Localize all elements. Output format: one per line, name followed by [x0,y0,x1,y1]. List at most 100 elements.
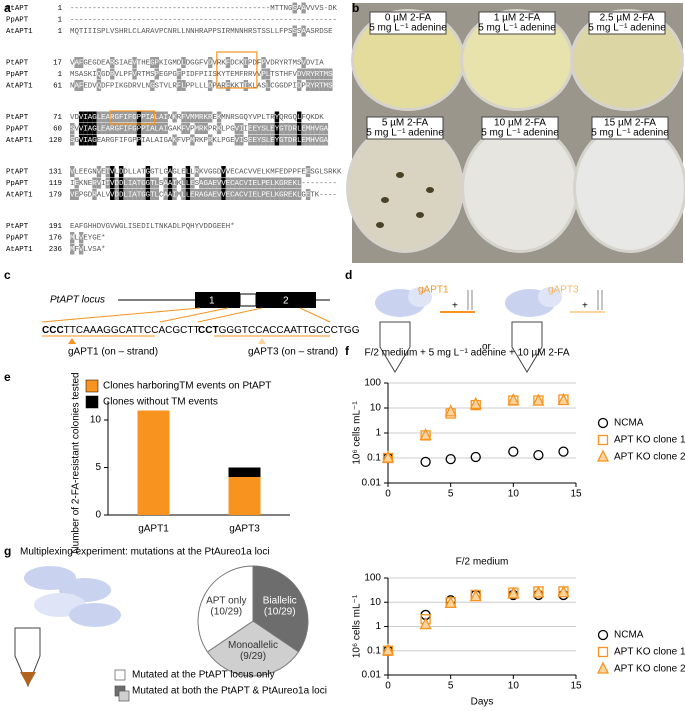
plate-label-box [478,11,556,35]
residue-shade [123,189,128,200]
sequence-name: AtAPT1 [6,82,33,90]
residue-shade [92,177,97,189]
residue-shade [314,80,320,91]
residue-shade [163,189,168,200]
bar-segment [137,410,170,515]
residue-shade [305,189,311,200]
bar-segment [228,467,261,477]
sequence-start: 1 [58,28,63,36]
marker-triangle [557,393,570,406]
sequence: MQTIIISPLVSHRLCLARAVPCNRLLNNHRAPPSIRMNNH… [70,28,333,36]
sequence-name: PpAPT [6,125,29,133]
residue-shade [87,123,93,134]
residue-shade [181,57,186,68]
residue-shade [127,111,133,123]
exon [256,292,316,308]
sequence-start: 131 [49,168,63,176]
residue-shade [243,189,248,200]
sequence: EAFGHHDVGVWGLISEDILTNKADLPQHYVDDGEEH* [70,223,235,231]
plate [464,126,576,250]
residue-shade [150,123,155,134]
residue-shade [154,123,159,134]
chart-title: F/2 medium [456,557,509,568]
residue-shade [105,166,111,177]
residue-shade [305,123,311,134]
residue-shade [207,80,213,91]
residue-shade [265,134,271,146]
y-tick-label: 5 [95,462,101,473]
sequence: VLEEGNVEIVLDDLLATGGTLGAGLELLRKVGGDVVECAC… [70,168,342,176]
residue-shade [301,25,306,37]
residue-shade [185,123,191,134]
sequence-name: PpAPT [6,71,29,79]
residue-shade [230,177,235,189]
residue-shade [256,177,262,189]
residue-shade [288,123,293,134]
residue-shade [199,123,204,134]
residue-shade [123,111,128,123]
x-tick-label: 10 [508,681,520,692]
x-tick-label: 0 [385,681,391,692]
marker-triangle [419,427,432,441]
marker-triangle [596,449,610,462]
residue-shade [296,177,302,189]
marker-triangle [381,643,395,656]
residue-shade [216,123,222,134]
x-tick-label: 5 [448,681,454,692]
pie-slice [206,620,300,677]
tube [14,627,41,688]
x-axis-label: Days [471,697,494,708]
residue-shade [234,189,240,200]
plate-label: 1 µM 2-FA [494,13,541,24]
residue-shade [145,123,151,134]
chart-title: Multiplexing experiment: mutations at th… [20,547,270,558]
residue-shade [239,123,244,134]
guide-sequence: CCTGGGTCCACCAATTGCCCTGG [198,325,360,336]
panel-label: b [352,1,359,15]
residue-shade [70,189,75,200]
residue-shade [110,177,115,189]
sequence: MSASKIQGDRVLPFVRTMSPEGPGFPIDFPIISKYTEMFR… [70,71,333,79]
y-tick-label: 0 [95,510,101,521]
residue-shade [141,177,146,189]
cell [69,603,121,627]
residue-shade [127,177,133,189]
x-tick-label: gAPT3 [229,524,260,535]
residue-shade [74,189,79,200]
residue-shade [132,123,137,134]
residue-shade [274,123,280,134]
sequence: IEKNERVIIVDDLIATGGTLSAAIKLLESAGAEVVECACV… [70,180,337,188]
residue-shade [301,68,306,80]
residue-shade [305,166,311,177]
sequence-start: 1 [58,16,63,24]
marker-triangle [419,617,432,630]
residue-shade [296,134,302,146]
residue-shade [279,123,284,134]
legend-swatch [114,669,126,681]
residue-shade [194,166,200,177]
residue-shade [203,189,208,200]
marker-circle [597,417,609,429]
residue-shade [136,134,142,146]
residue-shade [225,80,231,91]
residue-shade [96,123,102,134]
residue-shade [145,111,151,123]
residue-shade [270,189,275,200]
sequence-name: PtAPT [6,223,29,231]
residue-shade [92,189,97,200]
sequence-start: 179 [49,191,62,199]
residue-shade [243,57,248,68]
residue-shade [305,134,311,146]
residue-shade [194,123,200,134]
residue-shade [190,177,195,189]
residue-shade [78,123,84,134]
residue-shade [270,177,275,189]
legend-label: APT KO clone 2 [614,452,685,463]
residue-shade [279,189,284,200]
residue-shade [261,123,266,134]
residue-shade [132,57,137,68]
x-tick-label: 5 [448,489,454,500]
plate [354,12,462,108]
marker-triangle [596,661,610,674]
residue-shade [256,123,262,134]
